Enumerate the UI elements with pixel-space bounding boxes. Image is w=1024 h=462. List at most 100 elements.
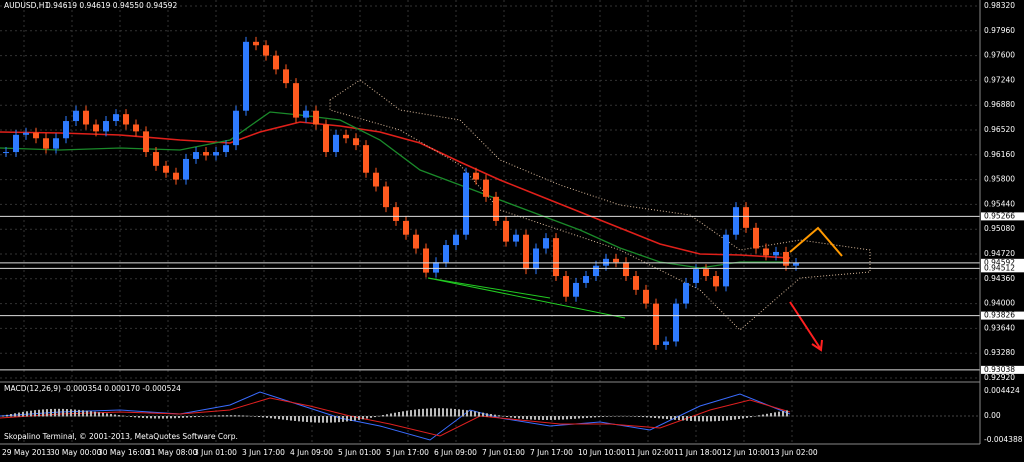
histogram-bar bbox=[382, 415, 384, 417]
time-label: 11 Jun 18:00 bbox=[674, 448, 722, 457]
histogram-bar bbox=[430, 408, 432, 417]
candle bbox=[313, 110, 319, 125]
histogram-bar bbox=[774, 412, 776, 417]
candle bbox=[263, 45, 269, 56]
histogram-bar bbox=[198, 416, 200, 417]
macd-tick: 0.00 bbox=[984, 411, 1001, 420]
histogram-bar bbox=[714, 416, 716, 422]
histogram-bar bbox=[610, 416, 612, 417]
price-tick-label: 0.97600 bbox=[984, 51, 1015, 60]
candle bbox=[253, 41, 259, 46]
histogram-bar bbox=[26, 411, 28, 417]
histogram-bar bbox=[738, 416, 740, 420]
histogram-bar bbox=[194, 416, 196, 418]
candle bbox=[203, 152, 209, 156]
histogram-bar bbox=[226, 415, 228, 417]
histogram-bar bbox=[306, 416, 308, 423]
candle bbox=[593, 265, 599, 277]
level-label: 0.93826 bbox=[984, 311, 1015, 320]
histogram-bar bbox=[410, 410, 412, 417]
ma-green bbox=[0, 111, 790, 269]
histogram-bar bbox=[134, 416, 136, 418]
histogram-bar bbox=[690, 416, 692, 421]
macd-tick: -0.004388 bbox=[984, 435, 1023, 444]
candle bbox=[793, 262, 799, 266]
time-label: 10 Jun 10:00 bbox=[578, 448, 626, 457]
candle bbox=[703, 269, 709, 277]
histogram-bar bbox=[578, 416, 580, 419]
histogram-bar bbox=[218, 415, 220, 417]
histogram-bar bbox=[10, 414, 12, 417]
histogram-bar bbox=[466, 410, 468, 417]
histogram-bar bbox=[782, 411, 784, 417]
candle bbox=[183, 158, 189, 180]
arrow-orange bbox=[789, 226, 843, 257]
histogram-bar bbox=[442, 408, 444, 417]
candle bbox=[83, 110, 89, 125]
candle bbox=[213, 152, 219, 156]
candle bbox=[743, 207, 749, 228]
trend-line bbox=[427, 277, 626, 319]
candle bbox=[753, 227, 759, 249]
histogram-bar bbox=[298, 416, 300, 422]
candle bbox=[23, 132, 29, 135]
histogram-bar bbox=[554, 416, 556, 420]
histogram-bar bbox=[6, 414, 8, 417]
histogram-bar bbox=[82, 410, 84, 417]
histogram-bar bbox=[558, 416, 560, 420]
histogram-bar bbox=[130, 416, 132, 417]
histogram-bar bbox=[314, 416, 316, 423]
ohlc: 0.94619 0.94619 0.94550 0.94592 bbox=[46, 1, 177, 10]
candle bbox=[783, 251, 789, 266]
histogram-bar bbox=[34, 410, 36, 417]
histogram-bar bbox=[654, 416, 656, 418]
histogram-bar bbox=[106, 413, 108, 417]
price-tick-label: 0.92920 bbox=[984, 373, 1015, 382]
candle bbox=[573, 282, 579, 297]
candle bbox=[523, 234, 529, 270]
histogram-bar bbox=[614, 415, 616, 417]
histogram-bar bbox=[702, 416, 704, 422]
histogram-bar bbox=[154, 416, 156, 419]
candle bbox=[483, 179, 489, 197]
histogram-bar bbox=[698, 416, 700, 422]
histogram-bar bbox=[678, 416, 680, 421]
price-tick-label: 0.93280 bbox=[984, 348, 1015, 357]
histogram-bar bbox=[414, 409, 416, 417]
histogram-bar bbox=[534, 416, 536, 420]
histogram-bar bbox=[374, 416, 376, 418]
histogram-bar bbox=[74, 409, 76, 417]
candle bbox=[223, 145, 229, 153]
histogram-bar bbox=[402, 411, 404, 417]
histogram-bar bbox=[754, 415, 756, 417]
time-label: 11 Jun 02:00 bbox=[626, 448, 674, 457]
histogram-bar bbox=[242, 415, 244, 417]
candle bbox=[383, 186, 389, 208]
time-label: 5 Jun 17:00 bbox=[386, 448, 429, 457]
histogram-bar bbox=[322, 416, 324, 423]
candle bbox=[463, 172, 469, 235]
histogram-bar bbox=[258, 416, 260, 418]
macd-title: MACD(12,26,9) -0.000354 0.000170 -0.0005… bbox=[4, 384, 181, 393]
candle bbox=[693, 269, 699, 283]
candle bbox=[243, 41, 249, 111]
candle bbox=[433, 262, 439, 273]
candle bbox=[403, 220, 409, 235]
histogram-bar bbox=[98, 412, 100, 417]
time-label: 5 Jun 01:00 bbox=[338, 448, 381, 457]
histogram-bar bbox=[206, 415, 208, 417]
histogram-bar bbox=[138, 416, 140, 418]
histogram-bar bbox=[530, 416, 532, 420]
histogram-bar bbox=[686, 416, 688, 421]
histogram-bar bbox=[682, 416, 684, 421]
candle bbox=[713, 276, 719, 287]
histogram-bar bbox=[42, 409, 44, 417]
candle bbox=[133, 124, 139, 132]
histogram-bar bbox=[450, 408, 452, 417]
candle bbox=[73, 110, 79, 122]
histogram-bar bbox=[274, 416, 276, 419]
time-label: 31 May 08:00 bbox=[146, 448, 198, 457]
